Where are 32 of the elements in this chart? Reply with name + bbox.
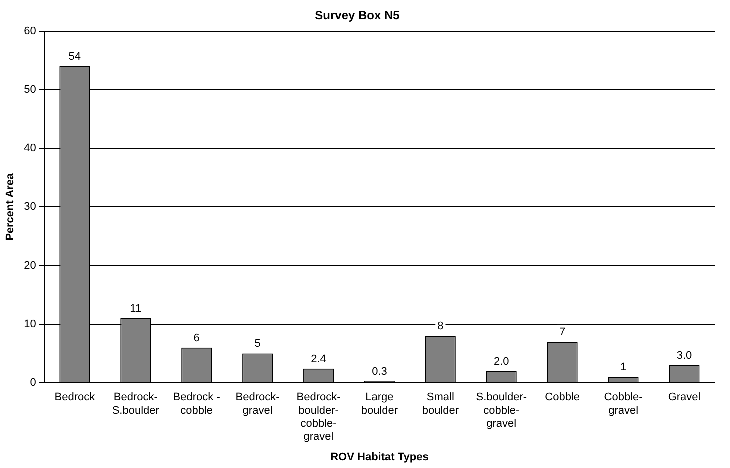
- x-tick-label: Bedrock- gravel: [236, 392, 280, 417]
- data-label: 2.4: [311, 353, 326, 366]
- x-tick-label: Large boulder: [361, 392, 398, 417]
- x-tick-label: Gravel: [668, 392, 701, 404]
- x-tick-label: Small boulder: [422, 392, 460, 417]
- x-tick-label: Bedrock - cobble: [173, 392, 221, 417]
- x-axis-title: ROV Habitat Types: [330, 451, 429, 464]
- x-tick-label: Bedrock- boulder- cobble- gravel: [296, 392, 342, 444]
- data-label: 54: [68, 51, 82, 64]
- y-tick-label: 60: [24, 25, 36, 38]
- y-tick-label: 30: [24, 201, 36, 214]
- data-label: 1: [620, 362, 627, 374]
- y-tick-label: 0: [30, 377, 36, 390]
- x-tick-label: Bedrock: [54, 392, 96, 404]
- data-label: 3.0: [676, 350, 692, 362]
- data-label: 0.3: [372, 366, 388, 378]
- chart-title: Survey Box N5: [315, 8, 400, 23]
- y-tick-label: 40: [24, 142, 36, 155]
- data-label: 8: [438, 320, 444, 333]
- x-tick-label: S.boulder- cobble- gravel: [476, 392, 528, 430]
- y-axis-title: Percent Area: [4, 172, 17, 241]
- y-tick-label: 50: [24, 84, 36, 96]
- x-tick-label: Cobble- gravel: [604, 392, 644, 417]
- data-label: 5: [254, 338, 261, 350]
- y-tick-label: 10: [24, 318, 36, 330]
- data-label: 11: [130, 303, 142, 316]
- x-tick-label: Cobble: [545, 392, 580, 404]
- x-tick-label: Bedrock- S.boulder: [112, 392, 160, 417]
- y-tick-label: 20: [24, 260, 36, 272]
- data-label: 2.0: [494, 356, 510, 368]
- data-label: 7: [560, 326, 566, 339]
- data-label: 6: [194, 332, 200, 344]
